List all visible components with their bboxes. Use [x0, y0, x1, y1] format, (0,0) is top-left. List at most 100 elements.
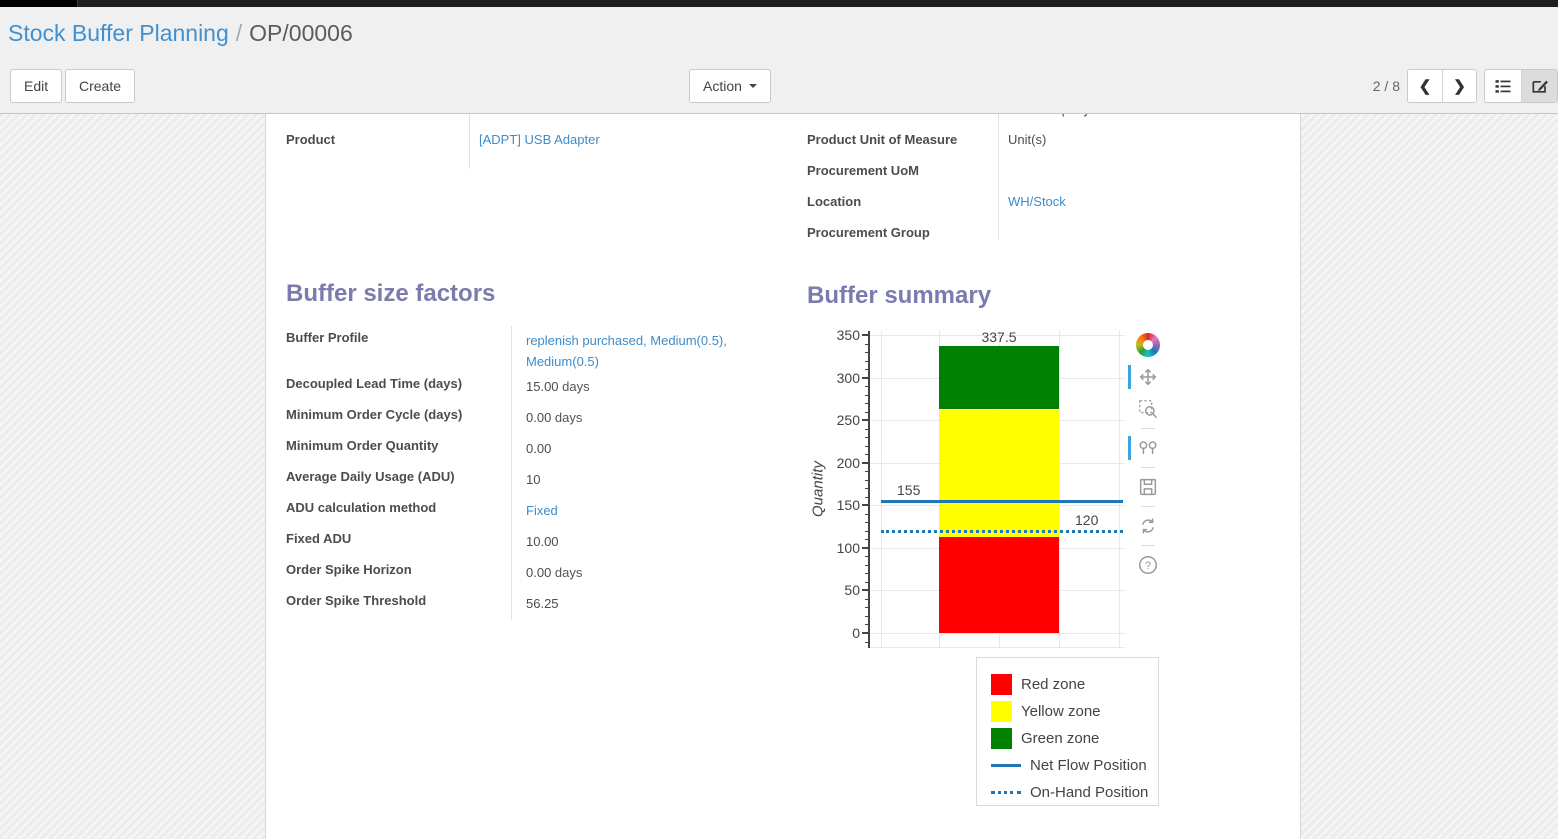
- field-label: ADU calculation method: [286, 500, 437, 515]
- buffer-summary-chart[interactable]: Quantity 112.5262.5337.50501001502002503…: [810, 327, 1125, 648]
- field-value: replenish purchased, Medium(0.5), Medium…: [511, 326, 761, 372]
- chart-tick: [862, 334, 870, 336]
- svg-text:?: ?: [1145, 560, 1151, 572]
- zone-value-label: 337.5: [981, 328, 1017, 345]
- field-row: Product [ADPT] USB Adapter: [286, 132, 600, 147]
- chart-tick-label: 250: [836, 412, 860, 429]
- help-icon[interactable]: ?: [1135, 552, 1161, 578]
- legend-item: Red zone: [991, 671, 1158, 698]
- section-title-buffer-summary: Buffer summary: [807, 282, 992, 309]
- legend-item: Green zone: [991, 725, 1158, 752]
- chart-tick: [865, 581, 870, 583]
- chart-gridline-v: [881, 331, 882, 648]
- separator-line: [998, 114, 999, 240]
- chart-tick: [865, 352, 870, 354]
- field-label: Minimum Order Cycle (days): [286, 407, 463, 422]
- edit-button[interactable]: Edit: [10, 69, 63, 103]
- field-label: Minimum Order Quantity: [286, 438, 439, 453]
- action-dropdown-label: Action: [703, 78, 742, 94]
- field-row: ADU calculation method Fixed: [286, 496, 806, 527]
- field-row: Minimum Order Quantity 0.00: [286, 434, 806, 465]
- save-icon[interactable]: [1135, 474, 1161, 500]
- form-background: YourCompany Product [ADPT] USB Adapter Pr…: [0, 114, 1558, 839]
- chart-tick: [862, 504, 870, 507]
- field-value-link[interactable]: Fixed: [526, 503, 558, 518]
- chart-modebar: ?: [1128, 332, 1163, 584]
- legend-swatch-line: [991, 764, 1021, 767]
- field-row: Location WH/Stock: [807, 194, 1066, 209]
- separator-line: [469, 114, 470, 169]
- chevron-down-icon: [748, 84, 757, 88]
- chart-tick: [865, 522, 870, 524]
- create-button[interactable]: Create: [65, 69, 136, 103]
- edit-form-icon: [1532, 80, 1548, 93]
- chart-tick: [865, 445, 870, 447]
- clipped-company-value: YourCompany: [1008, 114, 1208, 119]
- field-label: Location: [807, 194, 862, 209]
- box-zoom-icon[interactable]: [1135, 396, 1161, 422]
- pan-icon[interactable]: [1128, 364, 1161, 390]
- chart-tick: [865, 488, 870, 490]
- field-row: Decoupled Lead Time (days) 15.00 days: [286, 372, 806, 403]
- next-record-button[interactable]: ❯: [1441, 70, 1476, 102]
- legend-label: Net Flow Position: [1030, 757, 1147, 774]
- breadcrumb-separator: /: [235, 20, 243, 46]
- field-value: Fixed: [511, 496, 761, 527]
- field-label: Decoupled Lead Time (days): [286, 376, 463, 391]
- chart-tick: [865, 394, 870, 396]
- field-row: Fixed ADU 10.00: [286, 527, 806, 558]
- chart-tick: [865, 496, 870, 498]
- chart-tick: [865, 607, 870, 609]
- chart-tick: [862, 461, 870, 464]
- chart-tick-label: 300: [836, 369, 860, 386]
- field-label: Procurement Group: [807, 225, 930, 240]
- chart-tick: [865, 411, 870, 413]
- plotly-logo-icon[interactable]: [1135, 332, 1161, 358]
- field-unit: days: [551, 565, 583, 580]
- chart-gridline-h: [870, 335, 1125, 336]
- breadcrumb-current: OP/00006: [249, 20, 353, 46]
- chart-tick: [865, 530, 870, 532]
- list-view-button[interactable]: [1485, 70, 1521, 102]
- reset-axes-icon[interactable]: [1135, 513, 1161, 539]
- field-value-text: 0.00: [526, 441, 552, 456]
- red-zone-bar: [939, 537, 1059, 633]
- field-value-link[interactable]: replenish purchased, Medium(0.5), Medium…: [526, 333, 727, 369]
- breadcrumb-parent-link[interactable]: Stock Buffer Planning: [8, 20, 229, 46]
- field-value-link[interactable]: [ADPT] USB Adapter: [479, 132, 600, 147]
- chart-tick: [865, 641, 870, 643]
- chart-tick: [865, 479, 870, 481]
- field-label: Procurement UoM: [807, 163, 919, 178]
- chart-tick: [865, 386, 870, 388]
- field-value: 56.25: [511, 589, 761, 620]
- chart-tick: [865, 564, 870, 566]
- field-unit: days: [558, 379, 590, 394]
- chart-tick: [862, 589, 870, 592]
- green-zone-bar: [939, 345, 1059, 410]
- modebar-active-indicator: [1128, 436, 1131, 460]
- control-panel: Stock Buffer Planning / OP/00006 Edit Crea…: [0, 7, 1558, 114]
- chart-tick: [865, 471, 870, 473]
- field-value: 15.00 days: [511, 372, 761, 403]
- previous-record-button[interactable]: ❮: [1408, 70, 1442, 102]
- chart-tick-label: 150: [836, 497, 860, 514]
- field-label: Fixed ADU: [286, 531, 352, 546]
- yellow-zone-bar: [939, 409, 1059, 538]
- action-dropdown-button[interactable]: Action: [689, 69, 771, 103]
- field-label: Order Spike Horizon: [286, 562, 412, 577]
- chart-y-axis-line: [868, 331, 870, 648]
- chart-tick-label: 350: [836, 327, 860, 343]
- modebar-active-indicator: [1128, 365, 1131, 389]
- field-value-link[interactable]: WH/Stock: [1008, 194, 1066, 209]
- hover-compare-icon[interactable]: [1128, 435, 1161, 461]
- field-value: 0.00 days: [511, 558, 761, 589]
- list-icon: [1495, 80, 1511, 93]
- chart-tick: [865, 556, 870, 558]
- chart-gridline-v: [1119, 331, 1120, 648]
- form-sheet: YourCompany Product [ADPT] USB Adapter Pr…: [265, 114, 1301, 839]
- chart-tick: [865, 513, 870, 515]
- field-value-text: 56.25: [526, 596, 559, 611]
- field-unit: days: [551, 410, 583, 425]
- field-value: 0.00 days: [511, 403, 761, 434]
- form-view-button[interactable]: [1521, 70, 1557, 102]
